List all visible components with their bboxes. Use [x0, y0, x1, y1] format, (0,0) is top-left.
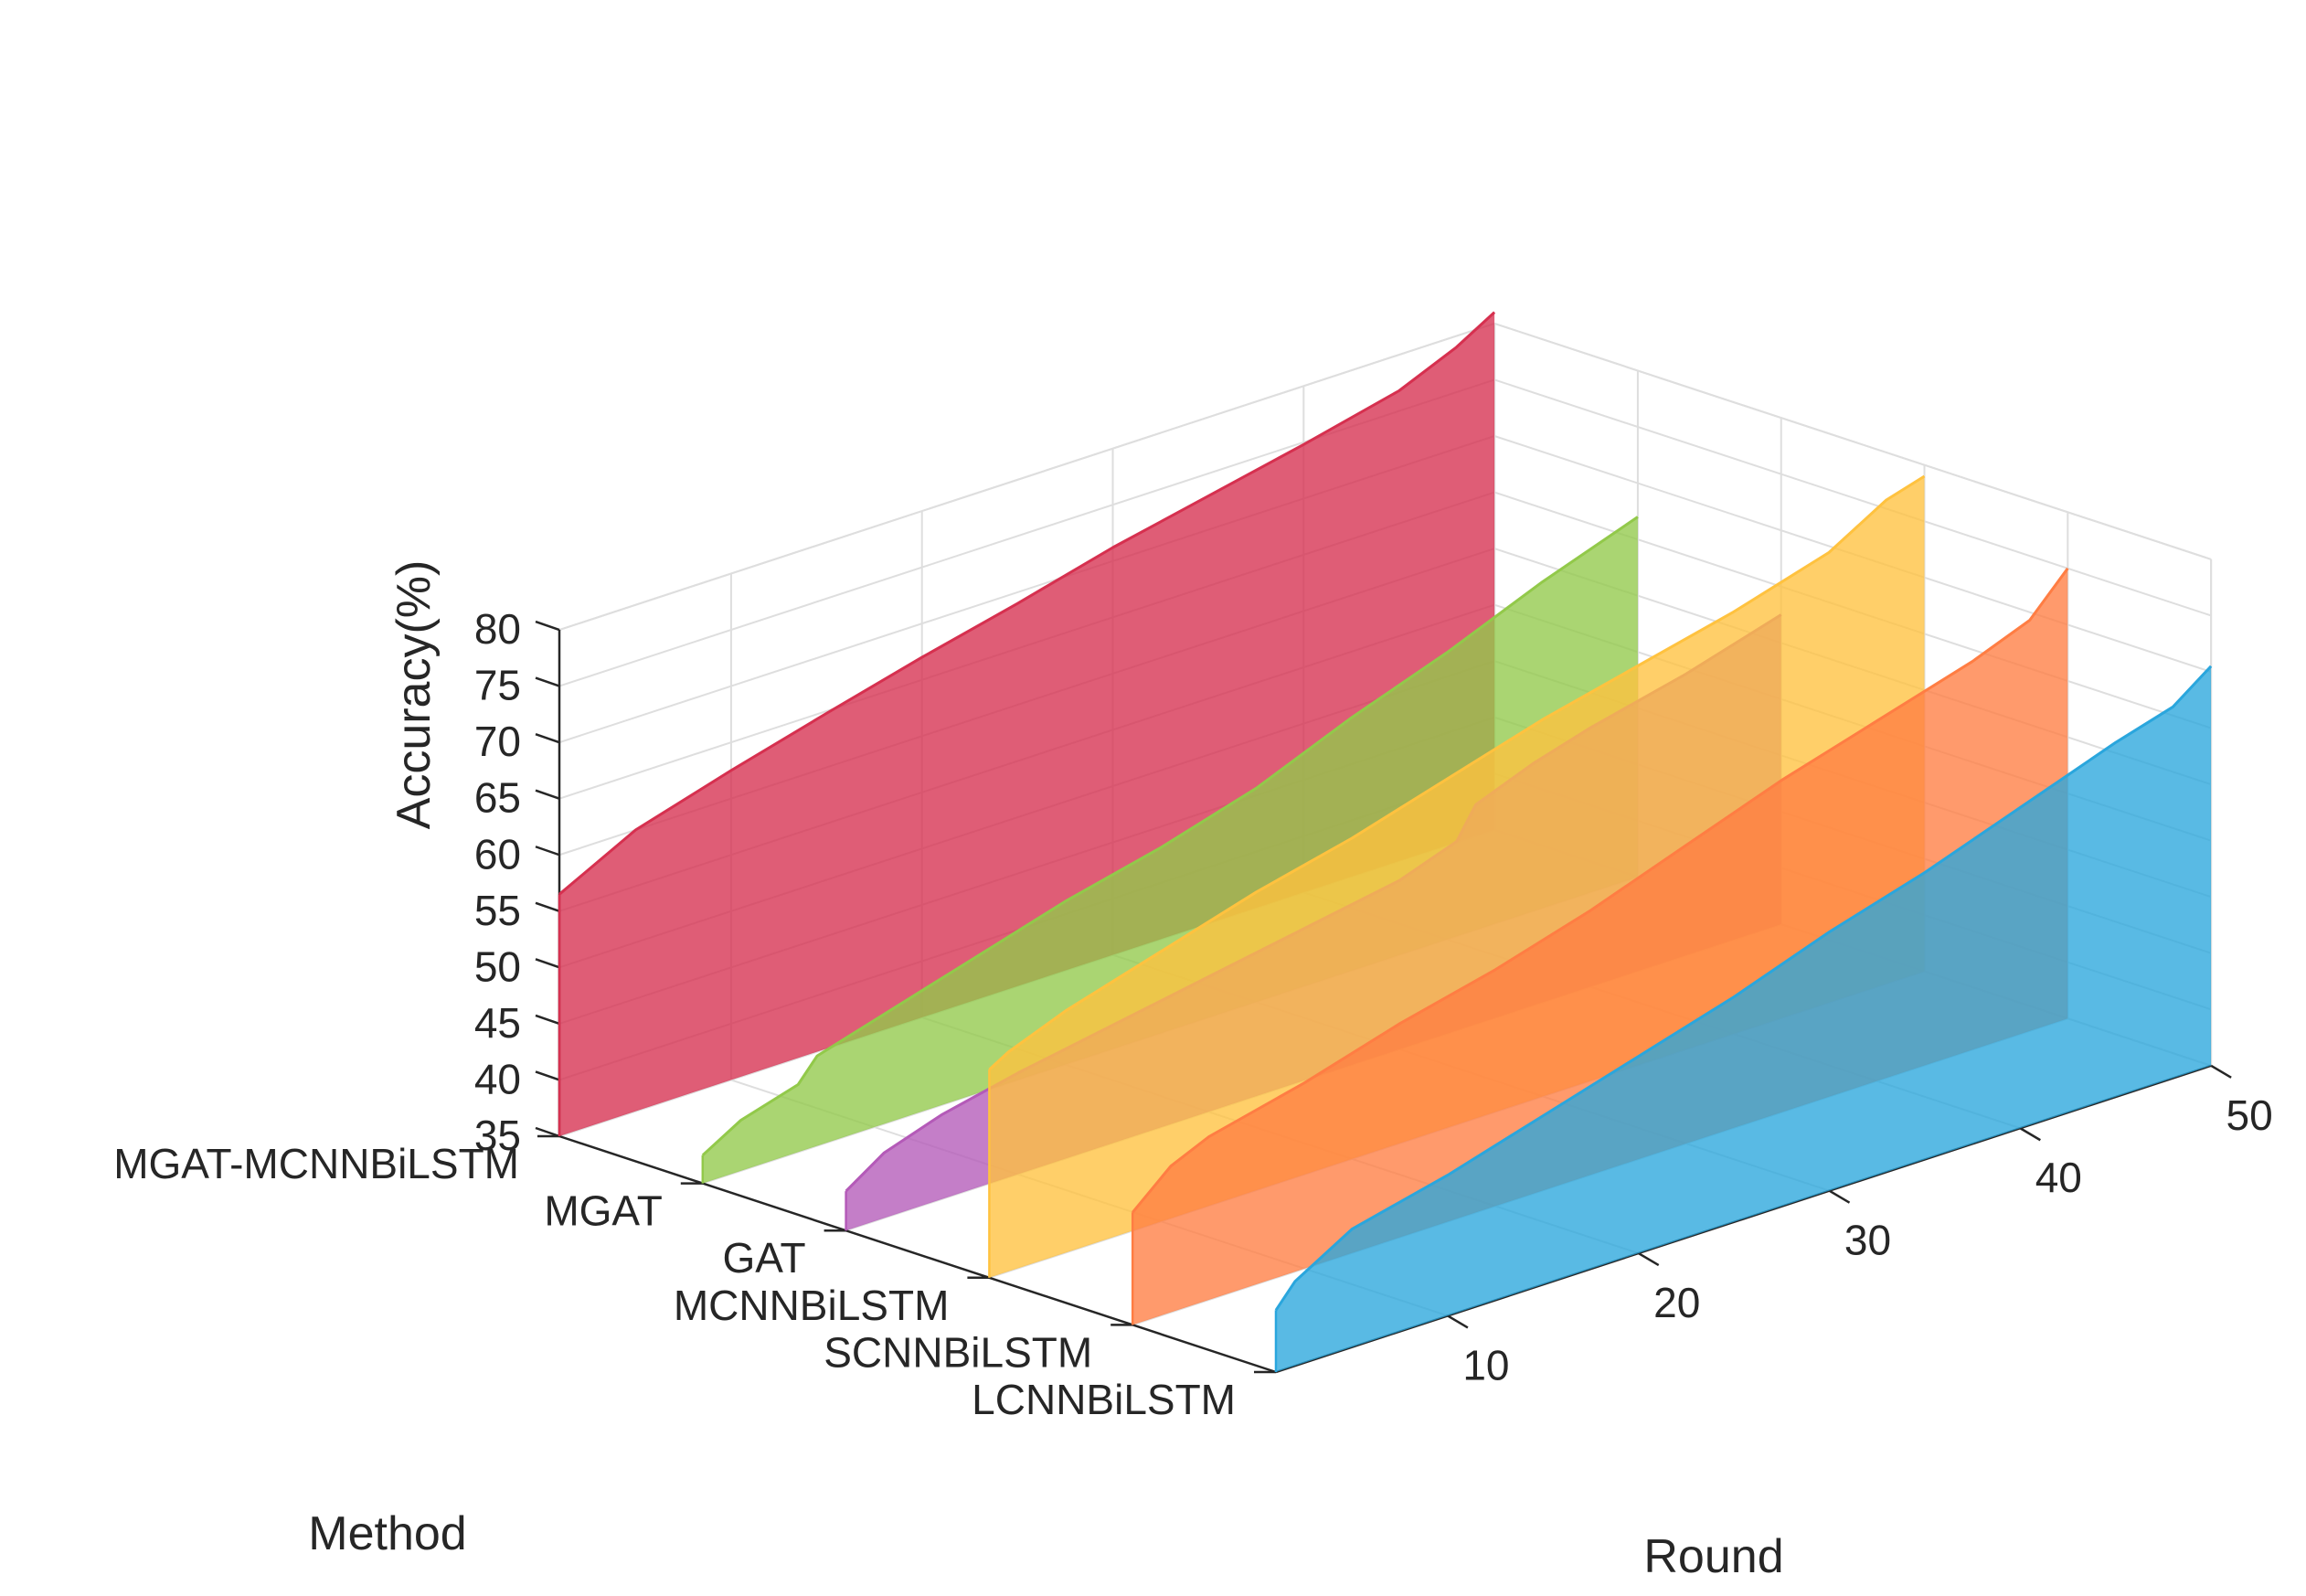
x-tick-mark: [1638, 1251, 1660, 1267]
grid-edge: [558, 322, 1495, 632]
series-line: [1274, 665, 2213, 1312]
y-tick-mark: [535, 676, 560, 687]
series-area: [702, 516, 1638, 1184]
x-tick-mark: [1447, 1314, 1469, 1329]
x-tick-mark: [1828, 1189, 1851, 1204]
y-tick-mark: [535, 1070, 560, 1081]
y-tick-label: 35: [474, 1112, 521, 1159]
y-tick-label: 55: [474, 887, 521, 934]
method-tick-label: MGAT-MCNNBiLSTM: [113, 1140, 519, 1187]
series-mgat-mcnnbilstm: [558, 311, 1496, 1137]
x-tick-label: 10: [1462, 1341, 1509, 1389]
grid-line-y-back: [1493, 378, 2212, 617]
y-tick-mark: [535, 1126, 560, 1138]
x-tick-label: 50: [2226, 1091, 2273, 1139]
y-tick-mark: [535, 789, 560, 800]
x-tick-label: 40: [2035, 1154, 2082, 1201]
y-tick-label: 80: [474, 605, 521, 653]
y-tick-label: 75: [474, 662, 521, 709]
x-tick-label: 30: [1844, 1217, 1891, 1264]
z-axis-line: [558, 1134, 1277, 1374]
y-tick-label: 70: [474, 718, 521, 765]
y-tick-mark: [535, 846, 560, 857]
grid-edge: [1493, 322, 2212, 560]
y-tick-mark: [535, 1014, 560, 1026]
x-axis-line: [1275, 1064, 2212, 1374]
series-line: [988, 474, 1926, 1071]
y-tick-label: 60: [474, 830, 521, 878]
y-tick-label: 40: [474, 1055, 521, 1102]
method-tick-label: SCNNBiLSTM: [824, 1328, 1092, 1376]
series-area: [989, 476, 1925, 1278]
z-axis-title: Method: [308, 1507, 466, 1560]
series-line: [558, 311, 1496, 896]
y-tick-mark: [535, 732, 560, 744]
y-tick-mark: [535, 958, 560, 969]
series-line: [1132, 567, 2069, 1214]
x-axis-title: Round: [1643, 1530, 1783, 1583]
x-tick-mark: [2210, 1064, 2232, 1079]
method-tick-label: MGAT: [544, 1187, 662, 1235]
series-mgat: [701, 516, 1639, 1184]
y-tick-label: 45: [474, 999, 521, 1047]
series-area: [1276, 665, 2212, 1372]
series-layer: [558, 311, 2213, 1372]
method-tick-label: GAT: [722, 1234, 805, 1282]
series-lcnnbilstm: [1274, 665, 2213, 1372]
method-tick-label: LCNNBiLSTM: [972, 1376, 1236, 1423]
series-area: [559, 312, 1495, 1137]
y-tick-mark: [535, 901, 560, 912]
x-tick-label: 20: [1653, 1279, 1700, 1326]
y-axis-title: Accuracy(%): [388, 560, 441, 830]
series-scnnbilstm: [1131, 567, 2069, 1325]
y-tick-label: 50: [474, 942, 521, 990]
series-area: [1132, 568, 2068, 1325]
axes-layer: [535, 620, 2232, 1374]
series-mcnnbilstm: [988, 474, 1926, 1278]
y-tick-label: 65: [474, 774, 521, 822]
series-line: [701, 516, 1639, 1156]
method-tick-label: MCNNBiLSTM: [674, 1282, 950, 1329]
y-tick-mark: [535, 620, 560, 632]
label-layer: Accuracy(%) Round Method 35 40 45 50 55 60 65 7…: [113, 560, 2273, 1583]
x-tick-mark: [2019, 1127, 2041, 1142]
